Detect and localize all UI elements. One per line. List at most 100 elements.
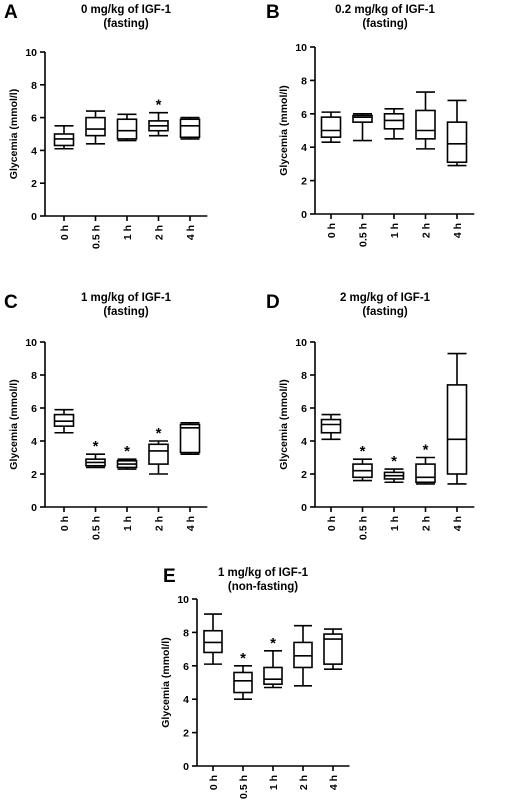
y-tick-label: 6 [301, 109, 307, 121]
y-tick-label: 8 [31, 370, 37, 382]
x-tick-label: 4 h [185, 225, 197, 240]
chart-title: 1 mg/kg of IGF-1 [81, 292, 172, 304]
iqr-box [233, 671, 253, 694]
y-tick-label: 0 [301, 209, 307, 221]
iqr-box [323, 633, 343, 665]
panel-letter: D [266, 292, 280, 313]
significance-star: * [93, 438, 99, 455]
box-plot-4 [179, 116, 201, 140]
y-tick-label: 10 [177, 594, 189, 606]
box-plot-4 [179, 422, 201, 456]
box-plot-3 [415, 91, 436, 150]
box-plot-0 [203, 613, 223, 665]
chart-title: 2 mg/kg of IGF-1 [340, 292, 431, 304]
y-tick-label: 8 [301, 370, 307, 382]
y-tick-label: 8 [183, 627, 189, 639]
box-plot-4 [446, 352, 468, 485]
y-axis-label: Glycemia (mmol/l) [278, 379, 290, 469]
iqr-box [415, 109, 436, 140]
y-tick-label: 4 [31, 436, 37, 448]
iqr-box [383, 113, 405, 130]
iqr-box [53, 413, 75, 427]
x-tick-label: 0.5 h [91, 516, 103, 540]
box-plot-2: * [263, 635, 283, 689]
y-axis-label: Glycemia (mmol/l) [8, 89, 20, 179]
x-tick-label: 0.5 h [358, 516, 370, 540]
iqr-box [415, 463, 436, 484]
chart-title: 0 mg/kg of IGF-1 [81, 4, 172, 16]
y-tick-label: 6 [31, 113, 37, 125]
x-tick-label: 2 h [421, 223, 433, 238]
chart-subtitle: (fasting) [103, 306, 149, 318]
y-tick-label: 6 [301, 403, 307, 415]
box-plot-1: * [85, 438, 106, 469]
x-tick-label: 2 h [154, 225, 166, 240]
chart-title: 1 mg/kg of IGF-1 [218, 567, 309, 579]
significance-star: * [124, 443, 130, 460]
y-axis-label: Glycemia (mmol/l) [160, 637, 172, 727]
chart-subtitle: (fasting) [362, 18, 408, 30]
x-tick-label: 1 h [122, 225, 134, 240]
box-plot-0 [320, 111, 342, 143]
panel-letter: A [4, 2, 18, 23]
box-plot-0 [53, 125, 75, 150]
x-tick-label: 4 h [185, 516, 197, 531]
y-tick-label: 2 [31, 469, 37, 481]
box-plot-1: * [233, 650, 253, 701]
x-tick-label: 1 h [122, 516, 134, 531]
iqr-box [179, 118, 201, 139]
box-plot-3: * [148, 425, 169, 475]
iqr-box [179, 423, 201, 454]
iqr-box [320, 116, 342, 138]
box-plot-4 [323, 628, 343, 670]
iqr-box [148, 443, 169, 465]
y-tick-label: 10 [25, 47, 37, 59]
panel-c: C 1 mg/kg of IGF-1 (fasting) 0 2 4 6 8 10 Glycemi… [4, 292, 208, 540]
y-tick-label: 0 [31, 211, 37, 223]
box-plot-3: * [148, 97, 169, 137]
iqr-box [293, 641, 313, 669]
y-tick-label: 4 [31, 145, 37, 157]
box-plot-0 [53, 408, 75, 434]
box-plot-0 [320, 413, 342, 441]
box-plot-1 [352, 113, 373, 142]
box-plot-4 [446, 99, 468, 167]
chart-subtitle: (non-fasting) [228, 581, 298, 593]
significance-star: * [270, 635, 276, 652]
x-tick-label: 0 h [208, 775, 220, 790]
y-tick-label: 8 [31, 80, 37, 92]
box-plot-2: * [116, 443, 138, 470]
x-tick-label: 4 h [452, 223, 464, 238]
x-tick-label: 0.5 h [238, 775, 250, 799]
y-tick-label: 8 [301, 75, 307, 87]
y-tick-label: 6 [31, 403, 37, 415]
panel-letter: C [4, 292, 18, 313]
significance-star: * [423, 442, 429, 459]
y-tick-label: 4 [301, 436, 307, 448]
significance-star: * [360, 443, 366, 460]
y-tick-label: 0 [183, 761, 189, 773]
y-tick-label: 2 [301, 176, 307, 188]
iqr-box [53, 133, 75, 147]
y-tick-label: 10 [295, 42, 307, 54]
y-tick-label: 0 [301, 502, 307, 514]
iqr-box [446, 384, 468, 475]
box-plot-2: * [383, 453, 405, 484]
y-tick-label: 2 [183, 728, 189, 740]
significance-star: * [156, 97, 162, 114]
significance-star: * [391, 453, 397, 470]
iqr-box [352, 114, 373, 123]
y-tick-label: 4 [183, 694, 189, 706]
y-tick-label: 2 [31, 178, 37, 190]
x-tick-label: 2 h [298, 775, 310, 790]
x-tick-label: 2 h [154, 516, 166, 531]
iqr-box [116, 118, 138, 140]
box-plot-1 [85, 110, 106, 145]
x-tick-label: 1 h [268, 775, 280, 790]
iqr-box [85, 116, 106, 137]
box-plot-1: * [352, 443, 373, 482]
y-tick-label: 10 [25, 337, 37, 349]
x-tick-label: 2 h [421, 516, 433, 531]
x-tick-label: 0.5 h [358, 223, 370, 247]
chart-subtitle: (fasting) [362, 306, 408, 318]
